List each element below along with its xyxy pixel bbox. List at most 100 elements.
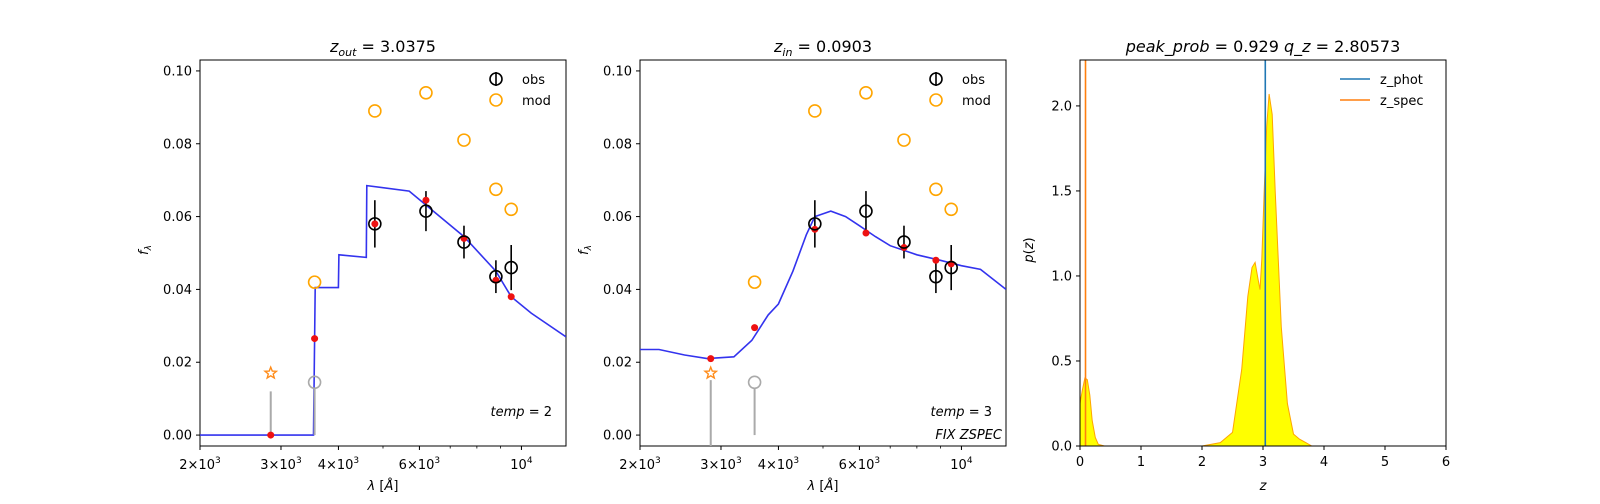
panel-3-yticks: 0.0 0.5 1.0 1.5 2.0 <box>1051 99 1080 455</box>
panel-1-xticks: 2×103 3×103 4×103 6×103 104 <box>179 446 533 473</box>
ytick-label: 0.00 <box>603 429 632 444</box>
synthetic-flux-point <box>371 220 379 228</box>
model-flux-point <box>897 133 911 147</box>
obs-point <box>368 217 382 231</box>
xtick-label: 4×103 <box>758 456 799 473</box>
model-flux-point <box>859 85 873 100</box>
synthetic-flux-point <box>932 256 940 264</box>
panel-3-ylabel: p(z) <box>1022 237 1037 263</box>
xtick-label: 3 <box>1259 455 1267 470</box>
model-flux-point <box>929 182 943 197</box>
obs-point <box>504 260 518 275</box>
synthetic-flux-point <box>862 229 870 237</box>
panel-2-legend: obs mod <box>929 72 991 109</box>
panel-3-xticks: 0 1 2 3 4 5 6 <box>1076 446 1450 470</box>
xtick-label: 0 <box>1076 455 1084 470</box>
model-flux-point <box>419 85 433 100</box>
panel-2-annotation-fixzspec: FIX ZSPEC <box>935 428 1003 443</box>
synthetic-flux-point <box>707 355 715 363</box>
panel-1-title: zout = 3.0375 <box>329 37 436 59</box>
ytick-label: 0.00 <box>163 429 192 444</box>
ytick-label: 0.08 <box>603 137 632 152</box>
xtick-label: 104 <box>950 456 973 473</box>
model-flux-point <box>457 133 471 147</box>
ytick-label: 1.0 <box>1051 269 1072 284</box>
xtick-label: 2 <box>1198 455 1206 470</box>
xtick-label: 4 <box>1320 455 1328 470</box>
gray-obs-point <box>307 375 322 390</box>
model-flux-point <box>504 202 518 217</box>
legend-obs-label: obs <box>522 73 545 88</box>
panel-1-plot <box>200 85 566 439</box>
ytick-label: 0.10 <box>163 64 192 79</box>
pdf-edge-line <box>1079 93 1385 447</box>
model-flux-point <box>747 275 762 289</box>
ytick-label: 0.02 <box>163 356 192 371</box>
legend-mod-marker <box>929 93 943 107</box>
upper-limit-star <box>703 365 719 380</box>
ytick-label: 2.0 <box>1051 99 1072 114</box>
ytick-label: 1.5 <box>1051 184 1072 199</box>
panel-1-legend: obs mod <box>489 72 551 109</box>
xtick-label: 6 <box>1442 455 1450 470</box>
ytick-label: 0.04 <box>163 283 192 298</box>
xtick-label: 6×103 <box>399 456 440 473</box>
template-spectrum-line <box>200 184 566 436</box>
obs-point <box>897 235 911 249</box>
model-flux-point <box>808 104 822 118</box>
ytick-label: 0.06 <box>163 210 192 225</box>
legend-mod-label: mod <box>962 94 991 109</box>
panel-2-plot <box>640 85 1006 446</box>
upper-limit-star <box>263 365 279 380</box>
panel-2-title: zin = 0.0903 <box>773 37 872 59</box>
panel-3-title: peak_prob = 0.929 q_z = 2.80573 <box>1125 37 1401 57</box>
xtick-label: 5 <box>1381 455 1389 470</box>
synthetic-flux-point <box>267 431 275 439</box>
obs-point <box>457 235 471 249</box>
xtick-label: 3×103 <box>260 456 301 473</box>
panel-2-xticks: 2×103 3×103 4×103 6×103 104 <box>619 446 973 473</box>
obs-point <box>859 204 873 218</box>
panel-1-ylabel: fλ <box>137 245 154 255</box>
obs-point <box>808 217 822 231</box>
xtick-label: 1 <box>1137 455 1145 470</box>
panel-3-xlabel: z <box>1259 479 1268 494</box>
legend-obs-label: obs <box>962 73 985 88</box>
legend-zphot-label: z_phot <box>1380 73 1423 88</box>
ytick-label: 0.5 <box>1051 354 1072 369</box>
panel-3: peak_prob = 0.929 q_z = 2.80573 z p(z) 0… <box>1022 37 1450 494</box>
model-flux-point <box>944 202 958 217</box>
model-flux-point <box>368 104 382 118</box>
synthetic-flux-point <box>422 196 430 204</box>
xtick-label: 4×103 <box>318 456 359 473</box>
ytick-label: 0.04 <box>603 283 632 298</box>
model-flux-point <box>307 275 322 289</box>
panel-2: zin = 0.0903 λ [Å] fλ 0.000.020.040.060.… <box>577 37 1007 494</box>
panel-3-legend: z_phot z_spec <box>1340 73 1424 109</box>
gray-obs-point <box>747 375 762 390</box>
panel-2-xlabel: λ [Å] <box>807 478 839 494</box>
panel-2-annotation-temp: temp = 3 <box>931 405 992 420</box>
model-flux-point <box>489 182 503 197</box>
panel-2-ylabel: fλ <box>577 245 594 255</box>
xtick-label: 3×103 <box>700 456 741 473</box>
ytick-label: 0.08 <box>163 137 192 152</box>
pdf-area <box>1080 94 1385 446</box>
obs-point <box>929 269 943 284</box>
obs-point <box>489 269 503 284</box>
obs-point <box>419 204 433 218</box>
xtick-label: 6×103 <box>839 456 880 473</box>
legend-mod-marker <box>489 93 503 107</box>
xtick-label: 2×103 <box>179 456 220 473</box>
panel-1: zout = 3.0375 λ [Å] fλ 0.000.020.040.060… <box>137 37 567 494</box>
panel-1-annotation: temp = 2 <box>491 405 552 420</box>
synthetic-flux-point <box>311 335 319 343</box>
ytick-label: 0.02 <box>603 356 632 371</box>
obs-point <box>944 260 958 275</box>
panel-3-plot <box>1079 60 1385 447</box>
panel-1-xlabel: λ [Å] <box>367 478 399 494</box>
legend-zspec-label: z_spec <box>1380 94 1424 109</box>
ytick-label: 0.10 <box>603 64 632 79</box>
panel-1-yticks: 0.00 0.02 0.04 0.06 0.08 0.10 <box>163 64 200 444</box>
